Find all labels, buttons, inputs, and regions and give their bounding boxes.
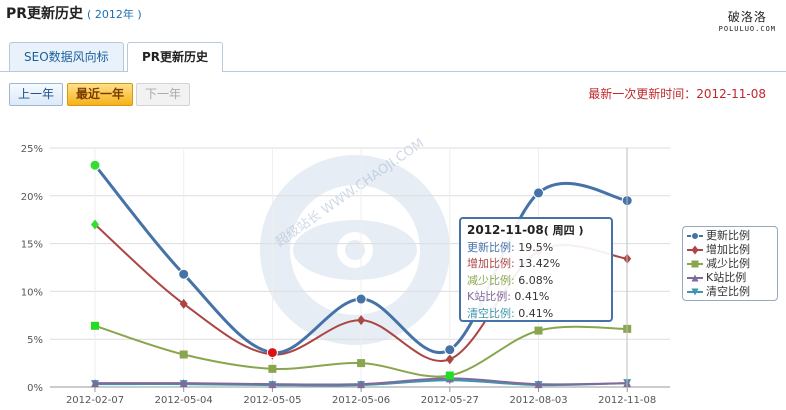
- prev-year-button[interactable]: 上一年: [9, 83, 64, 106]
- data-point: [268, 364, 277, 373]
- legend-swatch-marker: [691, 288, 699, 296]
- y-tick-label: 10%: [21, 287, 43, 298]
- watermark-outer-disc: [260, 155, 450, 345]
- legend-swatch-marker: [691, 245, 699, 255]
- legend-swatch-icon: [687, 274, 703, 282]
- tooltip-value: 13.42%: [518, 257, 561, 270]
- year-tag: ( 2012年 ): [87, 8, 142, 21]
- data-point: [179, 298, 188, 309]
- legend-swatch-icon: [687, 288, 703, 296]
- tooltip-row-update: 更新比例: 19.5%: [467, 240, 605, 257]
- legend-item[interactable]: 清空比例: [687, 285, 773, 299]
- data-point: [179, 350, 188, 359]
- data-point: [266, 347, 278, 359]
- tab-seo-trend[interactable]: SEO数据风向标: [9, 42, 124, 71]
- data-point: [91, 321, 99, 330]
- y-tick-label: 20%: [21, 192, 43, 203]
- tooltip-value: 0.41%: [514, 290, 550, 303]
- data-point: [179, 379, 188, 388]
- tooltip-label: 减少比例:: [467, 273, 515, 287]
- tooltip-label: 增加比例:: [467, 257, 515, 270]
- data-point: [534, 326, 543, 335]
- chart-bg-watermark: [260, 155, 450, 345]
- last-update-time: 最新一次更新时间：2012-11-08: [588, 87, 766, 101]
- tooltip-value: 19.5%: [518, 240, 554, 254]
- recent-year-button[interactable]: 最近一年: [67, 83, 134, 106]
- watermark-pupil-ring: [337, 232, 373, 268]
- data-point: [91, 379, 99, 388]
- data-point: [357, 359, 366, 368]
- tooltip-weekday: ( 周四 ): [543, 224, 584, 237]
- x-tick-label: 2012-02-07: [66, 395, 124, 406]
- legend-label: 减少比例: [706, 257, 750, 270]
- data-point: [445, 354, 454, 365]
- y-tick-label: 25%: [21, 144, 43, 155]
- tooltip-label: 更新比例:: [467, 240, 515, 254]
- tooltip-date: 2012-11-08: [467, 223, 544, 237]
- next-year-button[interactable]: 下一年: [136, 83, 191, 106]
- legend-swatch-marker: [691, 274, 699, 282]
- page-title: PR更新历史( 2012年 ): [6, 3, 142, 23]
- x-tick-label: 2012-05-04: [155, 395, 213, 406]
- tooltip-row-increase: 增加比例: 13.42%: [467, 256, 605, 273]
- x-tick-label: 2012-05-05: [243, 395, 301, 406]
- data-point: [178, 268, 190, 280]
- data-point: [355, 293, 367, 305]
- data-point: [89, 159, 101, 171]
- y-tick-label: 15%: [21, 240, 43, 251]
- tooltip-value: 0.41%: [518, 306, 554, 320]
- tab-pr-history[interactable]: PR更新历史: [127, 42, 224, 72]
- legend-item[interactable]: K站比例: [687, 271, 773, 285]
- tooltip-row-k: K站比例: 0.41%: [467, 289, 605, 306]
- y-tick-label: 0%: [27, 383, 43, 394]
- data-tooltip: 2012-11-08( 周四 ) 更新比例: 19.5% 增加比例: 13.42…: [459, 217, 613, 322]
- chart-legend: 更新比例 增加比例 减少比例 K站比例 清空比例: [682, 226, 778, 301]
- data-point: [445, 371, 454, 380]
- legend-item[interactable]: 减少比例: [687, 257, 773, 271]
- legend-swatch-marker: [691, 260, 699, 268]
- legend-label: 更新比例: [706, 229, 750, 242]
- data-point: [533, 187, 544, 199]
- data-point: [534, 380, 543, 389]
- legend-item[interactable]: 增加比例: [687, 243, 773, 257]
- legend-swatch-marker: [691, 232, 699, 240]
- legend-label: 增加比例: [706, 243, 750, 256]
- watermark-pupil: [345, 240, 365, 260]
- x-tick-label: 2012-11-08: [598, 395, 656, 406]
- tooltip-title: 2012-11-08( 周四 ): [467, 222, 605, 240]
- data-point: [357, 380, 366, 389]
- legend-swatch-icon: [687, 245, 703, 255]
- watermark-eye: [293, 220, 417, 280]
- data-point: [268, 380, 277, 389]
- tooltip-value: 6.08%: [518, 273, 554, 287]
- legend-label: 清空比例: [706, 285, 750, 298]
- legend-swatch-icon: [687, 232, 703, 240]
- page-title-text: PR更新历史: [6, 6, 84, 22]
- legend-label: K站比例: [706, 271, 747, 284]
- legend-swatch-icon: [687, 260, 703, 268]
- data-point: [444, 344, 456, 356]
- x-tick-label: 2012-08-03: [509, 395, 567, 406]
- y-tick-label: 5%: [27, 335, 43, 346]
- watermark-cn: 破洛洛: [727, 10, 767, 24]
- x-tick-label: 2012-05-06: [332, 395, 390, 406]
- tooltip-label: K站比例:: [467, 290, 511, 303]
- watermark-en: POLULUO.COM: [718, 25, 776, 33]
- watermark-logo: 破洛洛 POLULUO.COM: [719, 8, 776, 33]
- tooltip-label: 清空比例:: [467, 306, 515, 320]
- data-point: [357, 315, 366, 326]
- data-point: [91, 219, 99, 230]
- tab-strip: SEO数据风向标 PR更新历史: [0, 42, 786, 72]
- watermark-inner-ring: [290, 185, 420, 315]
- tooltip-row-decrease: 减少比例: 6.08%: [467, 273, 605, 290]
- x-tick-label: 2012-05-27: [421, 395, 479, 406]
- pr-history-chart: 超级站长 WWW.CHAOJI.COM 0%5%10%15%20%25%2012…: [21, 136, 670, 406]
- legend-item[interactable]: 更新比例: [687, 229, 773, 243]
- tooltip-row-clear: 清空比例: 0.41%: [467, 306, 605, 323]
